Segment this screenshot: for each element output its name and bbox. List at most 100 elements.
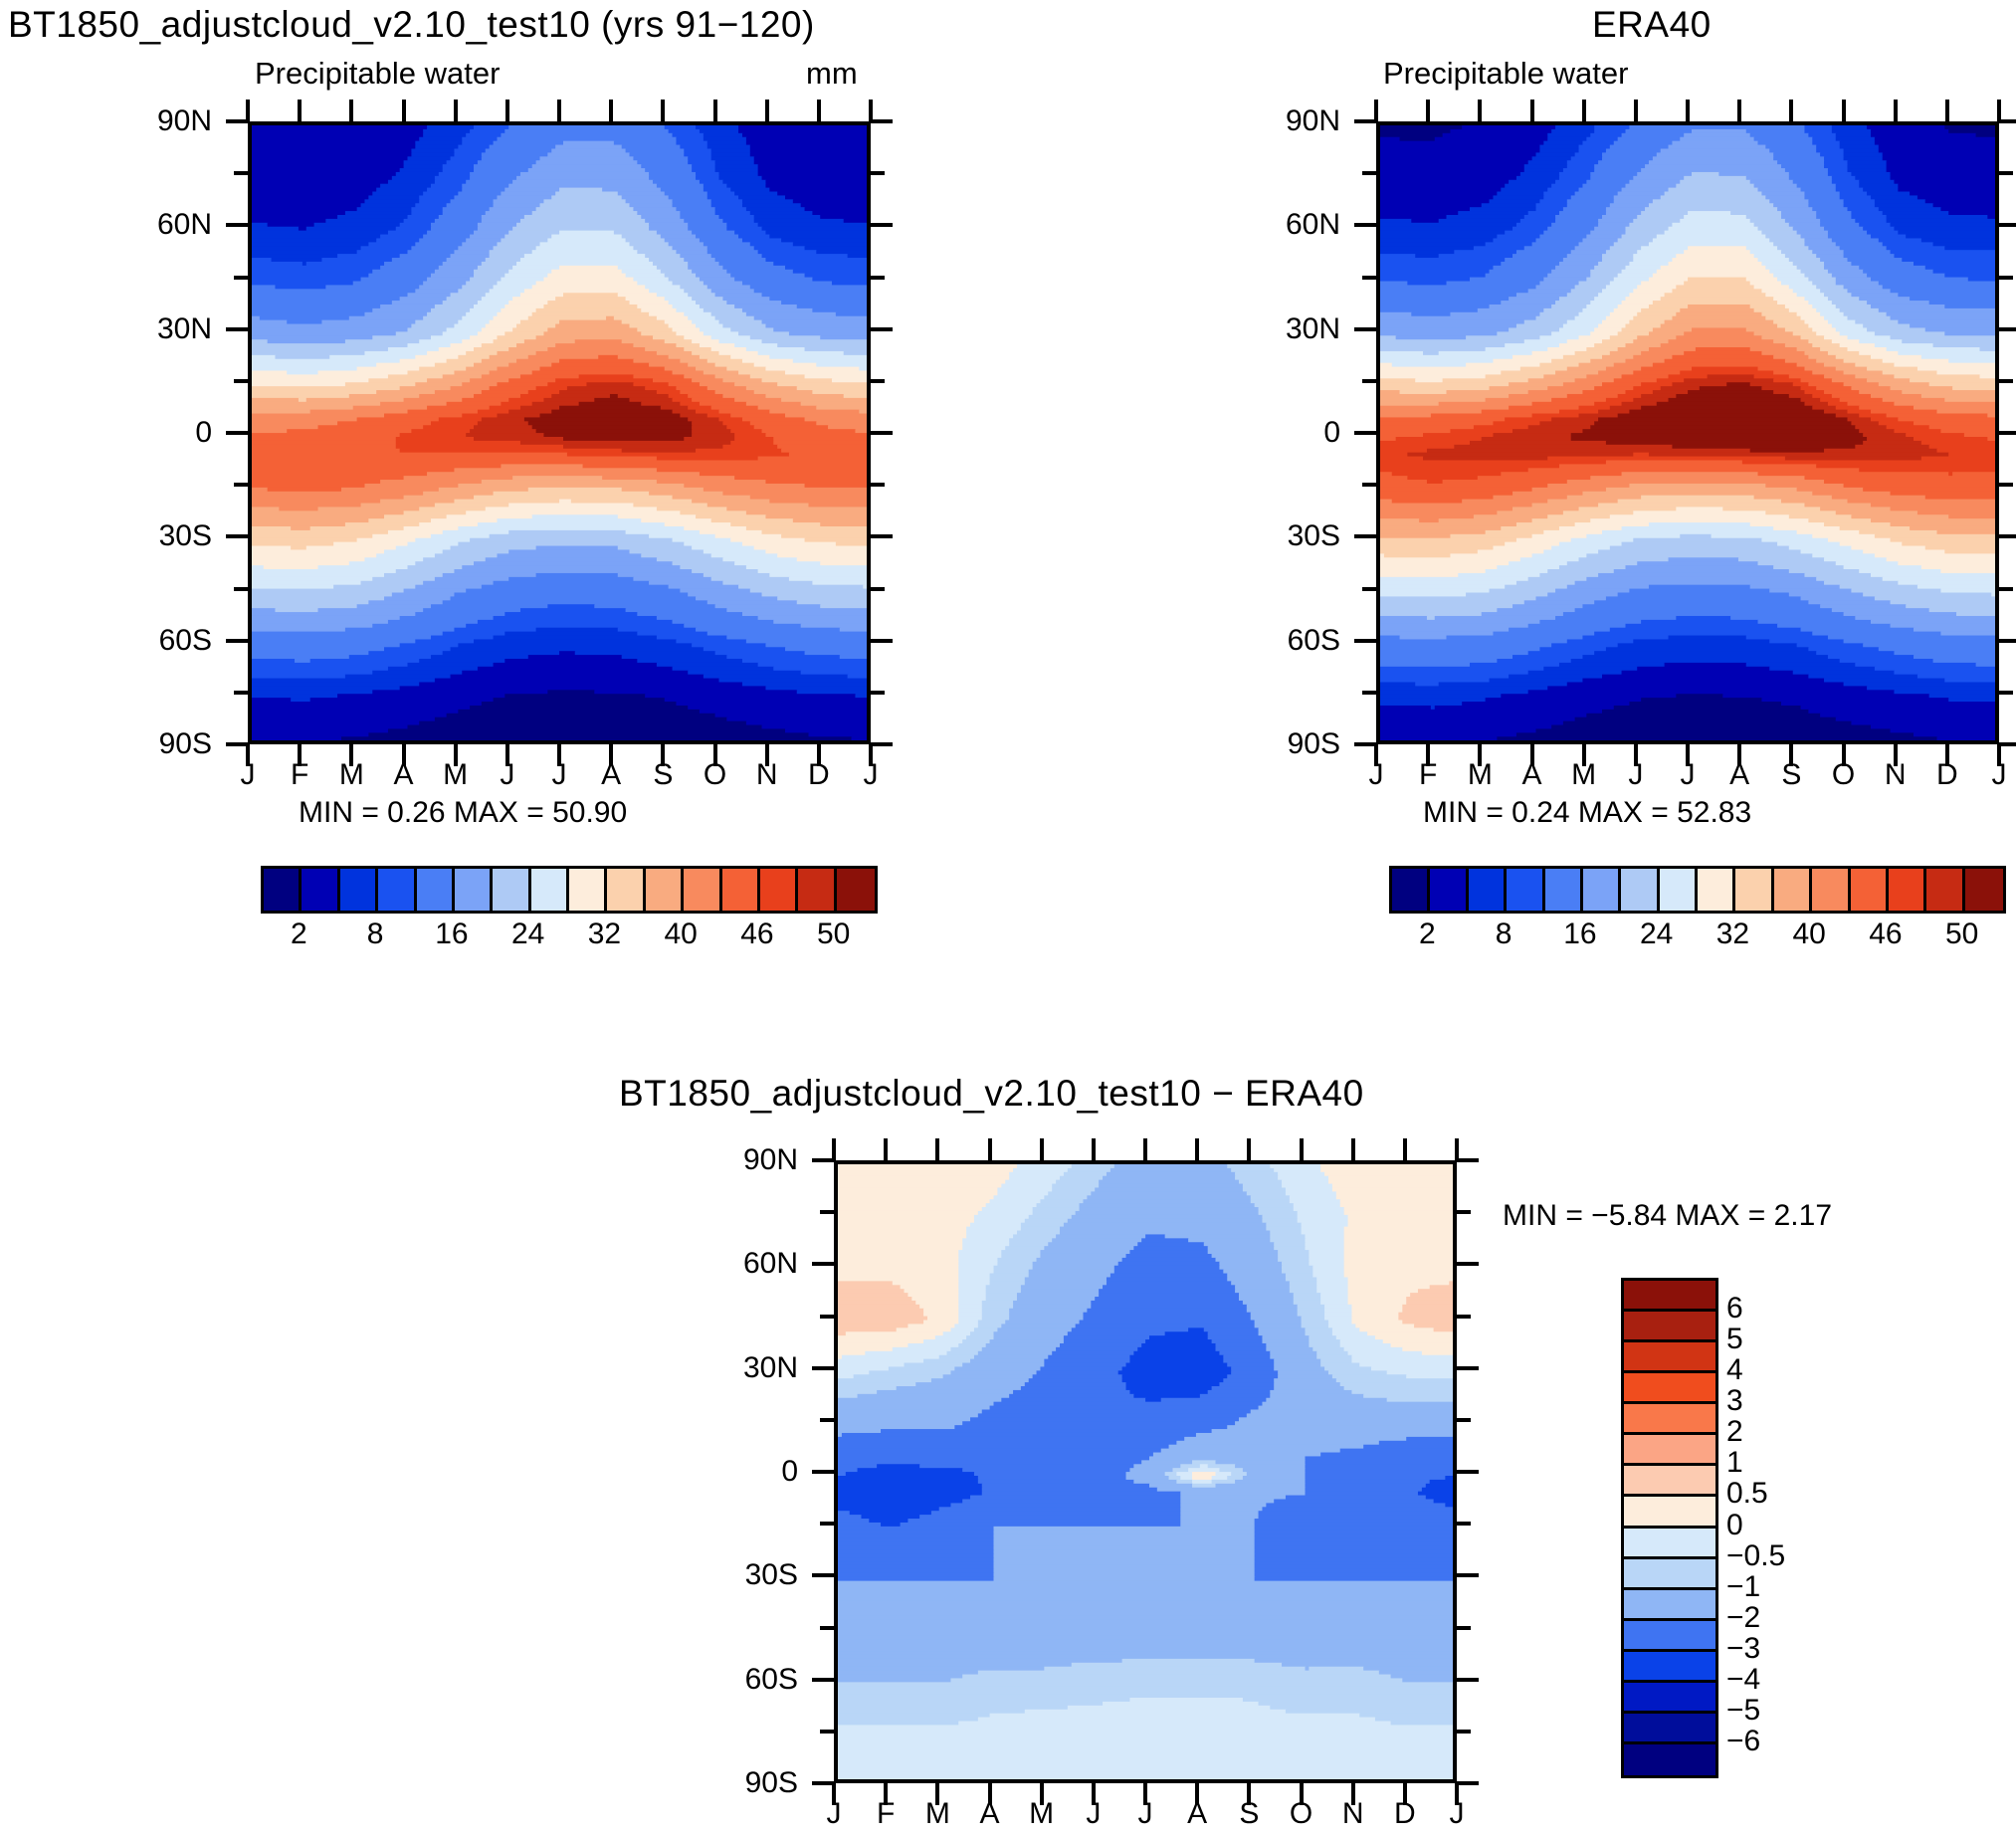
colorbar-tick-label: 8: [1495, 918, 1512, 950]
y-tick-mark: [1362, 171, 1376, 176]
obs-y-axis-labels: 90N 60N 30N 0 30S 60S 90S: [1238, 104, 1362, 760]
obs-title: ERA40: [1592, 4, 1712, 45]
x-tick-mark: [1633, 100, 1638, 121]
x-tick-label: J: [863, 758, 879, 791]
x-tick-mark: [401, 100, 406, 121]
x-tick-label: F: [876, 1797, 896, 1830]
x-tick-label: O: [703, 758, 727, 791]
x-tick-label: A: [601, 758, 622, 791]
y-tick-label: 90S: [1287, 727, 1340, 760]
colorbar-swatch: [1926, 869, 1965, 911]
x-tick-label: F: [290, 758, 309, 791]
colorbar-swatch: [1624, 1713, 1715, 1744]
y-tick-mark: [1999, 742, 2016, 746]
colorbar-swatch: [836, 869, 875, 911]
y-tick-label: 30N: [1285, 311, 1340, 345]
colorbar-swatch: [1507, 869, 1545, 911]
x-tick-label: A: [1187, 1797, 1208, 1830]
model-colorbar: [261, 866, 878, 914]
colorbar-swatch: [1624, 1682, 1715, 1714]
model-title: BT1850_adjustcloud_v2.10_test10 (yrs 91−…: [8, 4, 815, 45]
model-contour-plot[interactable]: [248, 121, 871, 744]
y-tick-mark: [871, 378, 885, 383]
y-tick-label: 30N: [156, 311, 212, 345]
x-tick-label: D: [1935, 758, 1958, 791]
colorbar-swatch: [1624, 1589, 1715, 1621]
colorbar-swatch: [684, 869, 722, 911]
colorbar-swatch: [645, 869, 685, 911]
x-tick-mark: [349, 100, 354, 121]
x-tick-mark: [712, 100, 717, 121]
x-tick-label: A: [979, 1797, 1000, 1830]
x-tick-label: M: [1029, 1797, 1055, 1830]
x-tick-label: A: [393, 758, 414, 791]
y-tick-mark: [1999, 275, 2013, 280]
colorbar-swatch: [1624, 1558, 1715, 1590]
x-tick-label: F: [1418, 758, 1438, 791]
x-tick-label: J: [1628, 758, 1644, 791]
colorbar-swatch: [1624, 1620, 1715, 1652]
colorbar-swatch: [759, 869, 799, 911]
diff-colorbar-labels: 6 5 4 3 2 1 0.5 0 −0.5 −1 −2 −3 −4 −5 −6: [1726, 1278, 1846, 1772]
x-tick-mark: [832, 1138, 836, 1160]
x-tick-mark: [1581, 100, 1586, 121]
colorbar-tick-label: −0.5: [1726, 1538, 1786, 1572]
y-tick-mark: [1362, 586, 1376, 591]
colorbar-swatch: [1624, 1497, 1715, 1529]
colorbar-swatch: [1468, 869, 1508, 911]
colorbar-swatch: [264, 869, 302, 911]
y-tick-label: 30S: [1287, 519, 1340, 553]
y-tick-mark: [871, 326, 893, 331]
y-tick-mark: [1362, 378, 1376, 383]
x-tick-mark: [1299, 1138, 1304, 1160]
y-tick-mark: [871, 638, 893, 643]
x-tick-mark: [1893, 100, 1898, 121]
y-tick-label: 30S: [158, 519, 212, 553]
y-tick-mark: [871, 534, 893, 539]
y-tick-mark: [1457, 1365, 1479, 1370]
y-tick-label: 0: [195, 416, 212, 449]
colorbar-tick-label: 24: [510, 918, 545, 950]
colorbar-swatch: [302, 869, 340, 911]
x-tick-mark: [1737, 100, 1742, 121]
colorbar-tick-label: 24: [1639, 918, 1674, 950]
colorbar-swatch: [1624, 1281, 1715, 1313]
diff-minmax-stats: MIN = −5.84 MAX = 2.17: [1503, 1199, 1833, 1232]
colorbar-swatch: [1430, 869, 1469, 911]
colorbar-tick-label: 5: [1726, 1323, 1743, 1356]
y-tick-mark: [1457, 1522, 1471, 1527]
obs-contour-plot[interactable]: [1376, 121, 1999, 744]
colorbar-swatch: [1624, 1342, 1715, 1374]
y-tick-label: 60N: [156, 208, 212, 242]
model-subtitle: Precipitable water: [255, 56, 501, 91]
colorbar-tick-label: 3: [1726, 1384, 1743, 1418]
colorbar-swatch: [1624, 1528, 1715, 1559]
colorbar-tick-label: 0.5: [1726, 1477, 1768, 1511]
obs-subtitle: Precipitable water: [1383, 56, 1629, 91]
y-tick-mark: [1457, 1625, 1471, 1630]
y-tick-label: 60S: [158, 623, 212, 657]
y-tick-label: 90N: [1285, 104, 1340, 137]
x-tick-mark: [884, 1138, 889, 1160]
y-tick-label: 0: [781, 1455, 798, 1488]
colorbar-tick-label: 16: [1563, 918, 1597, 950]
colorbar-swatch: [1888, 869, 1927, 911]
colorbar-tick-label: 2: [1726, 1415, 1743, 1449]
colorbar-tick-label: 40: [1792, 918, 1826, 950]
y-tick-mark: [1457, 1470, 1479, 1474]
diff-title: BT1850_adjustcloud_v2.10_test10 − ERA40: [619, 1073, 1364, 1114]
y-tick-label: 0: [1323, 416, 1340, 449]
colorbar-tick-label: −5: [1726, 1693, 1761, 1727]
y-tick-label: 90S: [744, 1766, 798, 1799]
x-tick-mark: [504, 100, 509, 121]
x-tick-mark: [1529, 100, 1534, 121]
x-tick-mark: [453, 100, 458, 121]
x-tick-label: J: [1991, 758, 2007, 791]
y-tick-mark: [871, 119, 893, 123]
y-tick-label: 60S: [744, 1662, 798, 1696]
diff-contour-plot[interactable]: [834, 1160, 1457, 1783]
y-tick-mark: [820, 1210, 834, 1215]
x-tick-label: N: [1341, 1797, 1364, 1830]
